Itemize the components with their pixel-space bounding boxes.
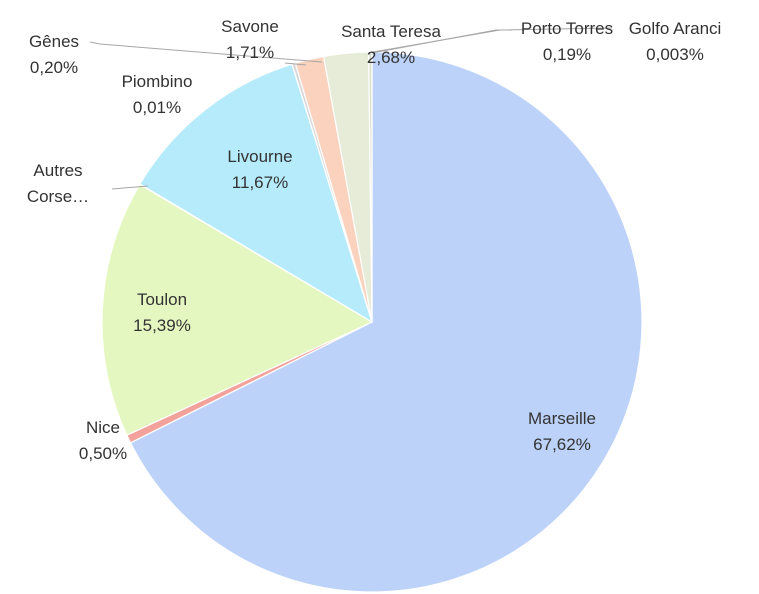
slice-name: Gênes — [28, 32, 80, 51]
slice-value: 0,19% — [542, 45, 592, 64]
slice-label: Marseille 67,62% — [528, 406, 596, 458]
slice-value: 0,50% — [78, 444, 128, 463]
leader-line — [111, 185, 149, 190]
slice-name: Golfo Aranci — [628, 19, 722, 38]
slice-name: Piombino — [121, 72, 193, 91]
slice-label: Golfo Aranci 0,003% — [629, 16, 722, 68]
slice-value: 0,01% — [132, 98, 182, 117]
pie-slice — [129, 51, 643, 593]
leader-line — [89, 41, 323, 63]
slice-name: Porto Torres — [520, 19, 614, 38]
leader-line — [284, 62, 307, 66]
slice-name: Savone — [221, 17, 279, 36]
slice-label: Toulon 15,39% — [133, 287, 191, 339]
slice-value: 67,62% — [533, 435, 591, 454]
slice-value: 0,20% — [29, 58, 79, 77]
slice-name: Santa Teresa — [341, 22, 441, 41]
slice-label: Savone 1,71% — [221, 14, 279, 66]
slice-name: Toulon — [136, 290, 188, 309]
slice-value: 11,67% — [231, 173, 289, 192]
pie-slice — [101, 183, 374, 436]
slice-label: Porto Torres 0,19% — [521, 16, 613, 68]
slice-label: Livourne 11,67% — [227, 144, 292, 196]
slice-name: Nice — [85, 418, 121, 437]
slice-value: 2,68% — [366, 48, 416, 67]
slice-label: Autres Corse… — [23, 158, 93, 210]
slice-label: Gênes 0,20% — [29, 29, 79, 81]
slice-label: Santa Teresa 2,68% — [341, 19, 441, 71]
slice-label: Piombino 0,01% — [122, 69, 193, 121]
slice-value: 0,003% — [646, 45, 704, 64]
pie-slice — [139, 63, 374, 324]
leader-line — [372, 27, 613, 53]
slice-value: 15,39% — [133, 316, 191, 335]
slice-name: Livourne — [227, 147, 293, 166]
slice-name: Autres Corse… — [26, 161, 90, 206]
slice-name: Marseille — [527, 409, 597, 428]
slice-value: 1,71% — [225, 43, 275, 62]
slice-label: Nice 0,50% — [79, 415, 127, 467]
